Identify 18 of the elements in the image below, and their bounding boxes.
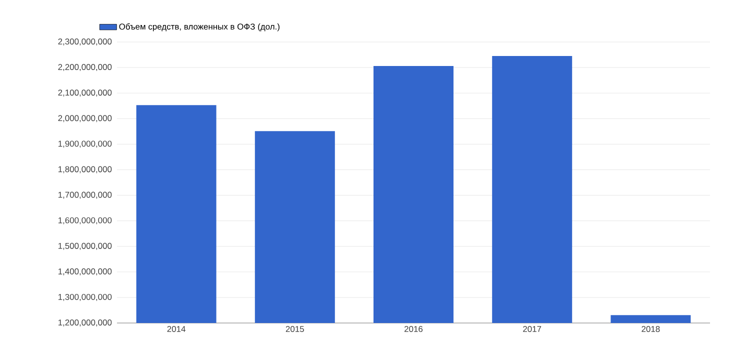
x-tick-label: 2017 bbox=[523, 326, 542, 332]
x-tick-label: 2015 bbox=[286, 326, 304, 332]
y-tick-label: 1,800,000,000 bbox=[58, 166, 112, 174]
x-tick-label: 2014 bbox=[167, 326, 186, 332]
y-tick-label: 1,600,000,000 bbox=[58, 217, 112, 224]
legend-label: Объем средств, вложенных в ОФЗ (дол.) bbox=[119, 23, 280, 32]
x-tick-label: 2016 bbox=[404, 326, 423, 332]
y-tick-label: 1,700,000,000 bbox=[58, 192, 112, 199]
y-tick-label: 2,200,000,000 bbox=[58, 64, 112, 72]
y-tick-label: 1,900,000,000 bbox=[58, 140, 112, 148]
y-tick-label: 1,500,000,000 bbox=[58, 242, 112, 250]
x-tick-label: 2018 bbox=[642, 326, 660, 332]
y-tick-label: 1,300,000,000 bbox=[58, 294, 112, 301]
y-tick-label: 2,000,000,000 bbox=[58, 115, 112, 122]
y-tick-label: 2,300,000,000 bbox=[58, 38, 112, 46]
y-tick-label: 2,100,000,000 bbox=[58, 90, 112, 97]
y-tick-label: 1,200,000,000 bbox=[58, 320, 112, 326]
y-tick-label: 1,400,000,000 bbox=[58, 268, 112, 276]
